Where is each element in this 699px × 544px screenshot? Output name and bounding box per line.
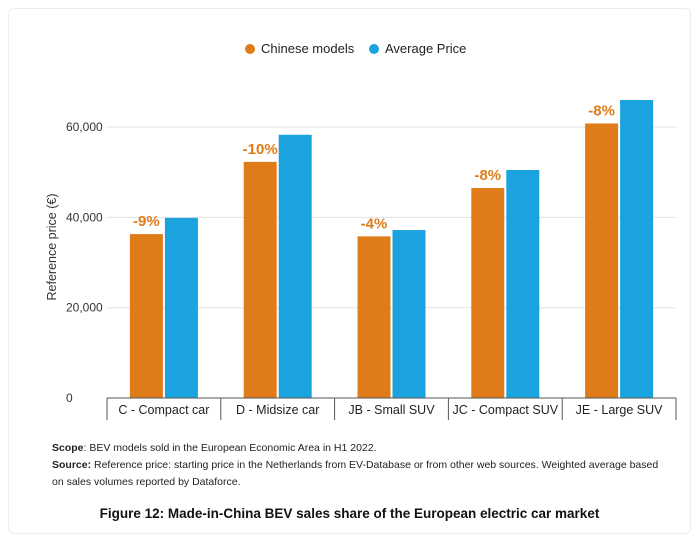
- x-tick-label: JC - Compact SUV: [453, 403, 559, 417]
- bar-chinese: [243, 161, 277, 398]
- bar-chinese: [357, 236, 391, 398]
- legend-swatch-0: [245, 44, 255, 54]
- x-tick-label: JB - Small SUV: [348, 403, 435, 417]
- legend-label-1: Average Price: [385, 41, 466, 56]
- y-tick-label: 60,000: [66, 120, 103, 134]
- bar-annotation: -9%: [133, 213, 160, 230]
- x-tick-label: D - Midsize car: [236, 403, 319, 417]
- figure-frame: [8, 8, 691, 534]
- y-axis-label: Reference price (€): [45, 194, 59, 301]
- bar-annotation: -4%: [361, 215, 388, 232]
- bar-annotation: -10%: [243, 141, 278, 158]
- bar-annotation: -8%: [588, 102, 615, 119]
- source-text: Reference price: starting price in the N…: [52, 459, 659, 488]
- bar-chinese: [471, 188, 505, 398]
- bar-annotation: -8%: [474, 167, 501, 184]
- bar-chart: 0 20,000 40,000 60,000 Reference price (€) Ch…: [45, 41, 677, 420]
- scope-label: Scope: [52, 442, 84, 454]
- bar-average: [392, 230, 426, 398]
- y-tick-label: 40,000: [66, 210, 103, 224]
- bar-average: [506, 169, 540, 398]
- source-label: Source:: [52, 459, 92, 471]
- scope-text: : BEV models sold in the European Econom…: [83, 442, 377, 454]
- x-tick-label: C - Compact car: [118, 403, 209, 417]
- legend-swatch-1: [369, 44, 379, 54]
- y-tick-label: 20,000: [66, 301, 103, 315]
- figure-caption: Figure 12: Made-in-China BEV sales share…: [99, 506, 600, 521]
- y-tick-label: 0: [66, 391, 73, 405]
- bar-chinese: [585, 123, 619, 398]
- bar-average: [620, 100, 654, 398]
- x-tick-label: JE - Large SUV: [576, 403, 664, 417]
- legend-label-0: Chinese models: [261, 41, 355, 56]
- bar-average: [278, 134, 312, 398]
- figure-notes: Scope: BEV models sold in the European E…: [52, 440, 672, 491]
- source-note: Source: Reference price: starting price …: [52, 457, 672, 491]
- scope-note: Scope: BEV models sold in the European E…: [52, 440, 672, 457]
- bar-average: [164, 217, 198, 398]
- bar-chinese: [129, 234, 163, 398]
